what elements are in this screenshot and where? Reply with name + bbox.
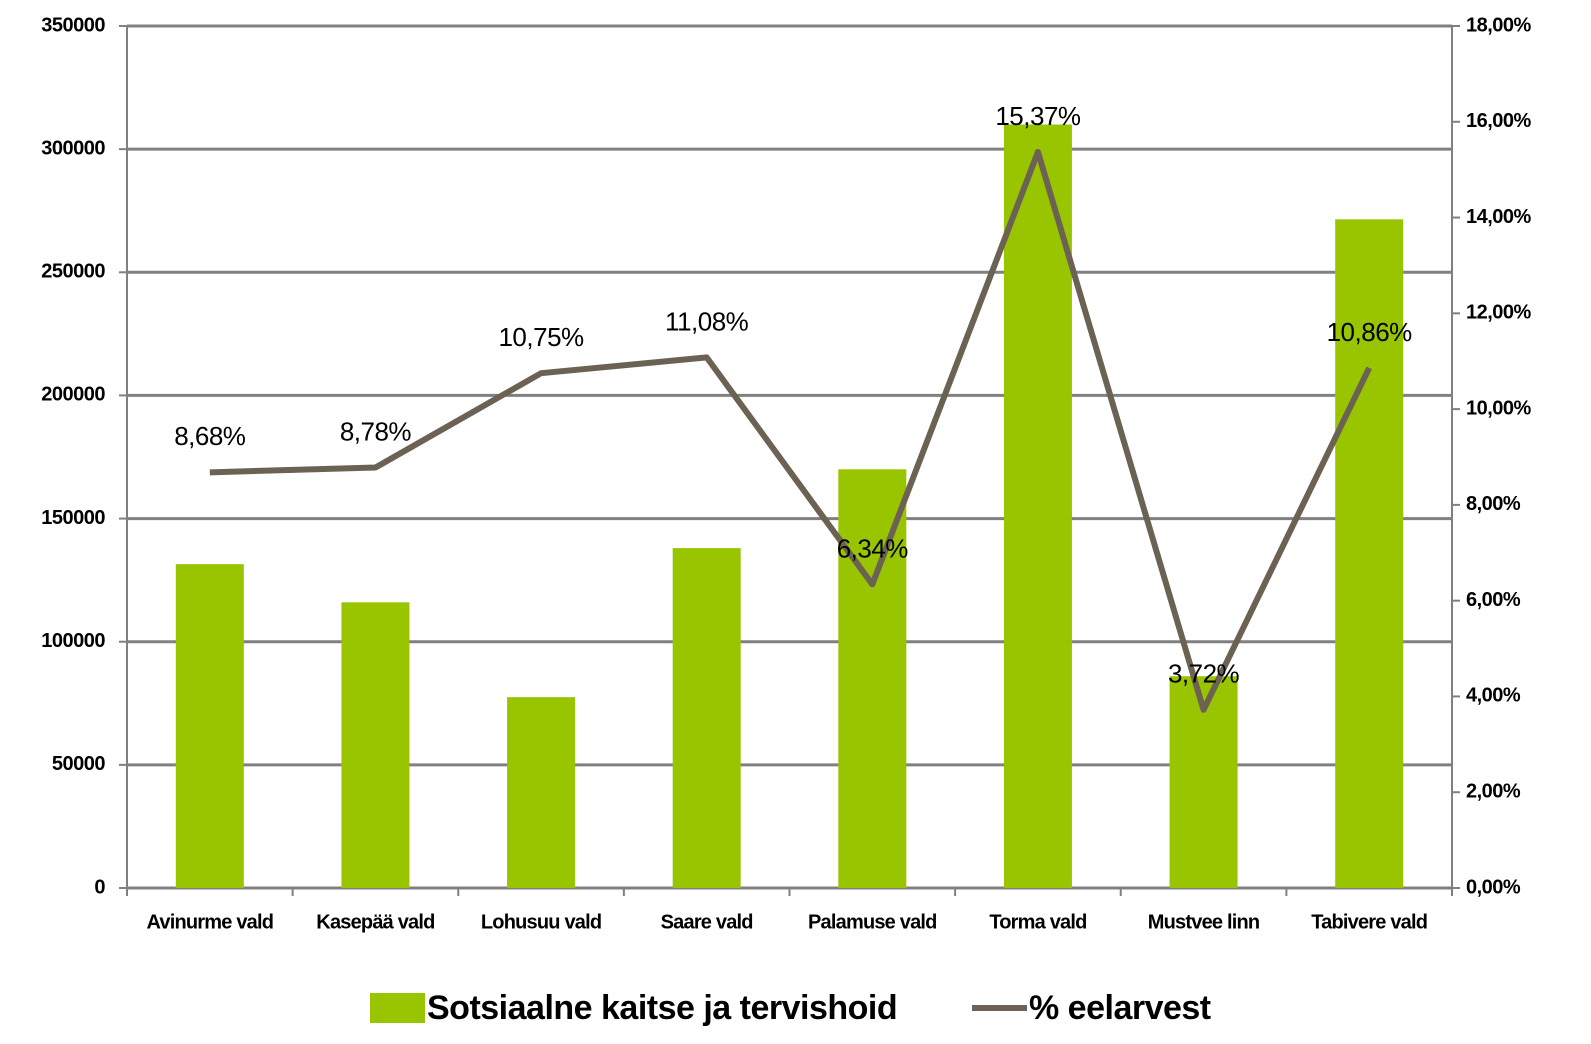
data-label: 3,72% bbox=[1168, 659, 1240, 689]
bar bbox=[175, 564, 244, 888]
bar bbox=[341, 602, 410, 888]
y-tick-label: 50000 bbox=[52, 753, 105, 775]
data-label: 10,75% bbox=[498, 322, 584, 352]
y2-tick-label: 10,00% bbox=[1466, 397, 1532, 419]
y-tick-label: 100000 bbox=[41, 630, 105, 652]
y2-tick-label: 4,00% bbox=[1466, 685, 1521, 707]
bar bbox=[838, 469, 907, 888]
y-tick-label: 0 bbox=[94, 876, 105, 898]
data-label: 8,68% bbox=[174, 421, 246, 451]
y-tick-label: 300000 bbox=[41, 137, 105, 159]
bar bbox=[1003, 124, 1072, 888]
y-tick-label: 250000 bbox=[41, 261, 105, 283]
legend-label: % eelarvest bbox=[1029, 989, 1211, 1027]
x-tick-label: Torma vald bbox=[989, 911, 1086, 933]
x-tick-label: Palamuse vald bbox=[808, 911, 937, 933]
data-label: 10,86% bbox=[1327, 317, 1413, 347]
y2-tick-label: 6,00% bbox=[1466, 589, 1521, 611]
line bbox=[209, 148, 1372, 713]
data-label: 6,34% bbox=[837, 533, 909, 563]
y2-tick-label: 2,00% bbox=[1466, 781, 1521, 803]
legend-swatch bbox=[370, 993, 425, 1023]
x-tick-label: Tabivere vald bbox=[1311, 911, 1427, 933]
y2-tick-label: 16,00% bbox=[1466, 110, 1532, 132]
y2-tick-label: 0,00% bbox=[1466, 876, 1521, 898]
x-tick-label: Saare vald bbox=[661, 911, 753, 933]
y2-tick-label: 8,00% bbox=[1466, 493, 1521, 515]
y-tick-label: 150000 bbox=[41, 507, 105, 529]
y2-tick-label: 14,00% bbox=[1466, 206, 1532, 228]
y2-tick-label: 12,00% bbox=[1466, 302, 1532, 324]
bar bbox=[1335, 219, 1404, 888]
bar bbox=[672, 548, 741, 888]
bar bbox=[507, 697, 576, 888]
data-label: 11,08% bbox=[665, 306, 749, 336]
y2-tick-label: 18,00% bbox=[1466, 14, 1532, 36]
x-tick-label: Lohusuu vald bbox=[481, 911, 601, 933]
x-tick-label: Avinurme vald bbox=[146, 911, 273, 933]
x-tick-label: Mustvee linn bbox=[1148, 911, 1260, 933]
x-tick-label: Kasepää vald bbox=[316, 911, 434, 933]
y-tick-label: 200000 bbox=[41, 384, 105, 406]
legend-label: Sotsiaalne kaitse ja tervishoid bbox=[427, 989, 897, 1027]
data-label: 15,37% bbox=[995, 101, 1081, 131]
data-label: 8,78% bbox=[340, 416, 412, 446]
y-tick-label: 350000 bbox=[41, 14, 105, 36]
